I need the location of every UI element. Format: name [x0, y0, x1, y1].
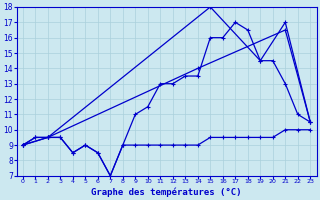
X-axis label: Graphe des températures (°C): Graphe des températures (°C): [91, 187, 242, 197]
